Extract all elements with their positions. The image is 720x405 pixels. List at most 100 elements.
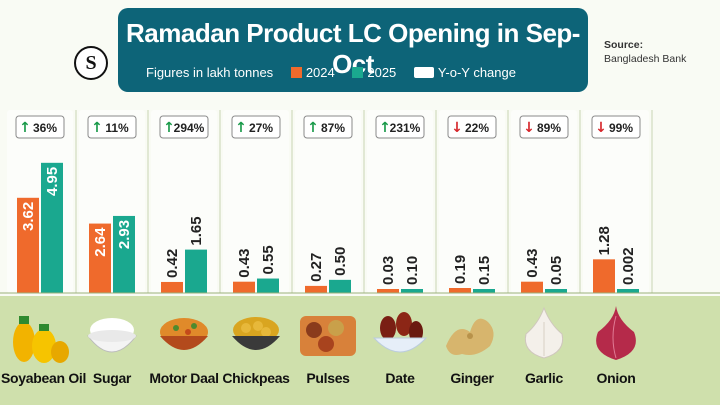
category-column (151, 110, 217, 293)
category-label: Onion (596, 370, 636, 386)
legend-label-2024: 2024 (305, 65, 335, 81)
arrow-down-icon: ↓ (523, 120, 535, 136)
yoy-change-label: 27% (249, 121, 273, 135)
bar-2024 (233, 281, 255, 293)
value-label-2025: 0.50 (332, 247, 349, 276)
category-column (295, 110, 361, 293)
arrow-up-icon: ↑ (307, 120, 319, 136)
category-label: Pulses (306, 370, 350, 386)
value-label-2025: 0.55 (260, 245, 277, 274)
dates-bowl-icon (364, 302, 436, 369)
value-label-2024: 0.03 (380, 256, 397, 285)
value-label-2024: 0.43 (524, 248, 541, 277)
category-column (439, 110, 505, 293)
yoy-badge (159, 115, 209, 139)
category-label: Chickpeas (222, 370, 290, 386)
source-label: Source: (604, 39, 644, 51)
arrow-up-icon: ↑ (91, 120, 103, 136)
bar-2025 (473, 289, 495, 293)
daal-bowl-icon (148, 302, 220, 369)
value-label-2025: 0.10 (404, 256, 421, 285)
bar-2025 (257, 278, 279, 293)
legend: Figures in lakh tonnes 2024 2025 Y-o-Y c… (146, 64, 516, 80)
sugar-bowl-icon (76, 302, 148, 369)
bar-2025 (329, 279, 351, 293)
yoy-change-label: 11% (105, 121, 129, 135)
yoy-badge (591, 115, 641, 139)
value-label-2025: 1.65 (188, 216, 205, 245)
value-label-2025: 0.05 (548, 256, 565, 285)
bar-2025 (41, 162, 63, 293)
bar-2024 (377, 289, 399, 293)
source-note: Source: Bangladesh Bank (604, 38, 714, 66)
yoy-badge (303, 115, 353, 139)
bar-2024 (593, 259, 615, 293)
category-label: Date (385, 370, 415, 386)
bar-2024 (449, 288, 471, 293)
pulses-basket-icon (292, 302, 364, 369)
value-label-2024: 0.43 (236, 248, 253, 277)
category-column (511, 110, 577, 293)
value-label-2024: 2.64 (92, 227, 109, 257)
bar-2025 (545, 289, 567, 293)
value-label-2025: 0.15 (476, 256, 493, 285)
arrow-up-icon: ↑ (379, 120, 391, 136)
bar-2024 (161, 281, 183, 293)
yoy-badge (447, 115, 497, 139)
value-label-2024: 0.42 (164, 249, 181, 278)
chart-title: Ramadan Product LC Opening in Sep-Oct (126, 18, 580, 79)
yoy-badge (231, 115, 281, 139)
chickpea-bowl-icon (220, 302, 292, 369)
publisher-logo: S (74, 46, 108, 80)
category-label: Motor Daal (149, 370, 219, 386)
ginger-icon (436, 302, 508, 369)
yoy-change-label: 36% (33, 121, 57, 135)
legend-swatch-yoy (413, 67, 434, 79)
category-label: Soyabean Oil (1, 370, 87, 386)
value-label-2024: 1.28 (596, 226, 613, 255)
units-label: Figures in lakh tonnes (146, 65, 274, 81)
yoy-badge (519, 115, 569, 139)
category-column (367, 110, 433, 293)
arrow-down-icon: ↓ (595, 120, 607, 136)
arrow-up-icon: ↑ (235, 120, 247, 136)
arrow-down-icon: ↓ (451, 120, 463, 136)
yoy-change-label: 231% (390, 121, 421, 135)
value-label-2025: 0.002 (620, 247, 637, 285)
bar-2025 (185, 249, 207, 293)
category-label: Garlic (525, 370, 563, 386)
yoy-change-label: 99% (609, 121, 633, 135)
value-label-2024: 0.19 (452, 255, 469, 284)
value-label-2024: 3.62 (20, 202, 37, 231)
yoy-change-label: 89% (537, 121, 561, 135)
value-label-2025: 2.93 (116, 220, 133, 249)
bar-2025 (113, 215, 135, 293)
yoy-badge (15, 115, 65, 139)
bar-2025 (617, 289, 639, 293)
arrow-up-icon: ↑ (19, 120, 31, 136)
bar-2024 (17, 197, 39, 293)
category-label: Sugar (92, 370, 132, 386)
yoy-change-label: 87% (321, 121, 345, 135)
source-text: Bangladesh Bank (604, 53, 687, 65)
yoy-change-label: 294% (174, 121, 205, 135)
category-label: Ginger (450, 370, 494, 386)
value-label-2024: 0.27 (308, 253, 325, 282)
yoy-change-label: 22% (465, 121, 489, 135)
header-box: Ramadan Product LC Opening in Sep-Oct Fi… (118, 8, 588, 92)
yoy-badge (87, 115, 137, 139)
bar-2024 (89, 223, 111, 293)
onion-icon (580, 302, 652, 369)
bar-2024 (521, 281, 543, 293)
legend-swatch-2024 (290, 67, 302, 79)
category-column (583, 110, 649, 293)
bar-2025 (401, 289, 423, 293)
bar-2024 (305, 285, 327, 293)
garlic-icon (508, 302, 580, 369)
category-column (223, 110, 289, 293)
yoy-badge (375, 115, 425, 139)
legend-swatch-2025 (352, 67, 364, 79)
oil-bottles-icon (4, 302, 76, 369)
legend-label-2025: 2025 (367, 65, 397, 81)
legend-label-yoy: Y-o-Y change (437, 65, 516, 81)
